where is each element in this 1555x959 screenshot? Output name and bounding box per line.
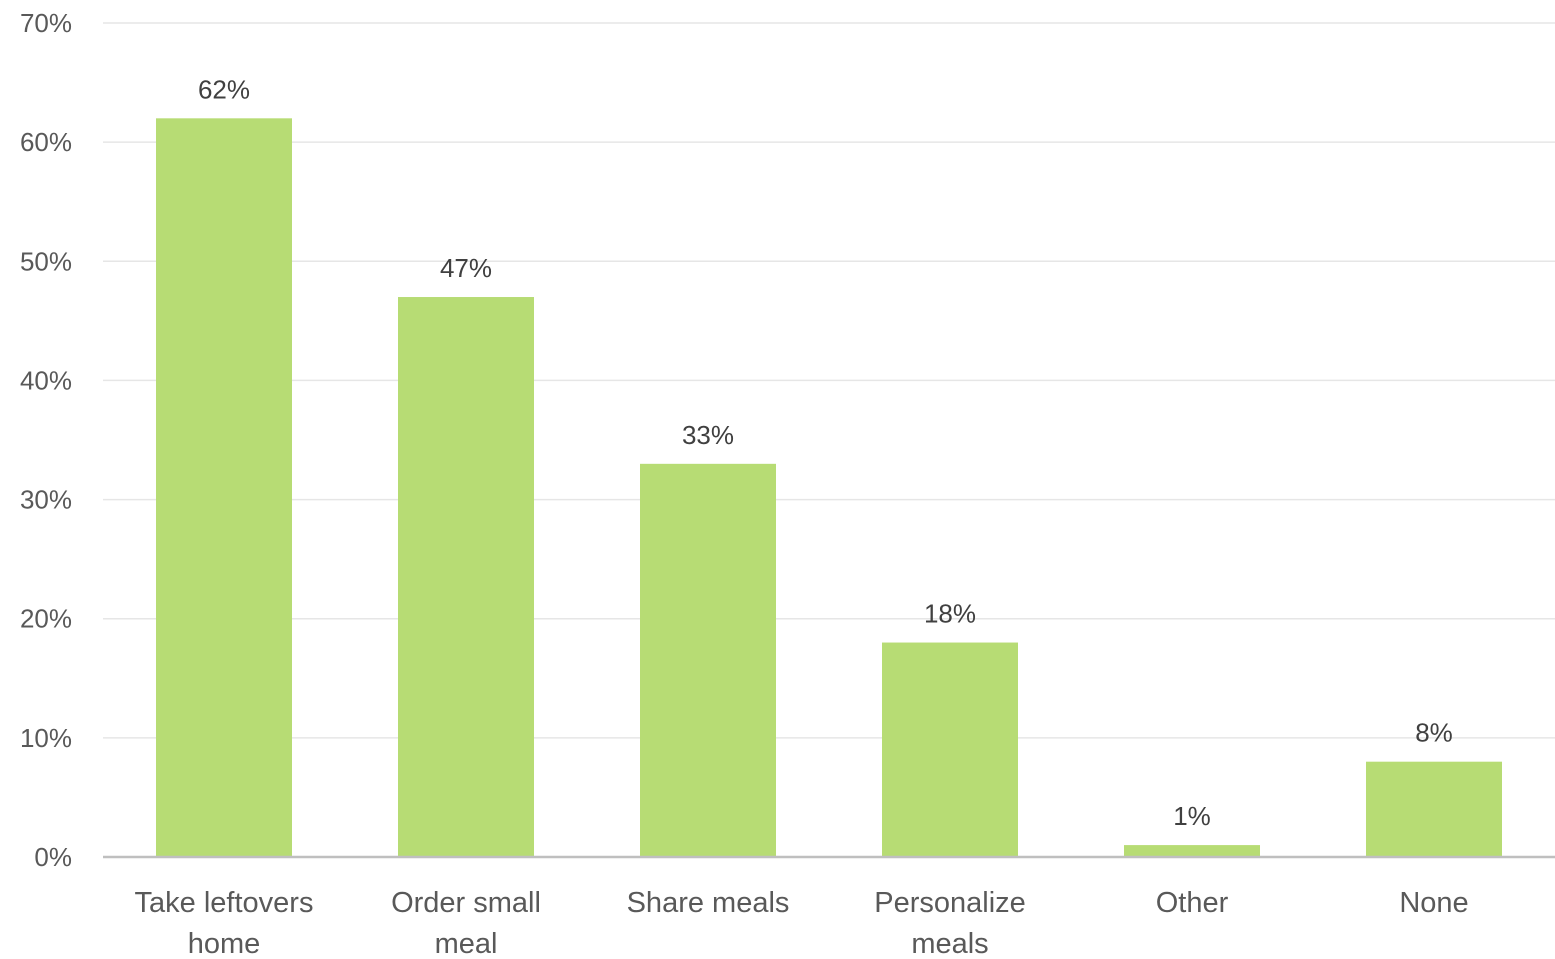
data-label: 18% xyxy=(924,599,976,629)
bar xyxy=(156,118,292,858)
x-category-label: Personalize xyxy=(874,887,1026,919)
y-tick-label: 20% xyxy=(20,604,72,634)
data-label: 62% xyxy=(198,74,250,104)
y-tick-label: 0% xyxy=(34,842,72,872)
y-tick-label: 30% xyxy=(20,485,72,515)
x-category-label: Take leftovers xyxy=(135,887,314,919)
data-label: 47% xyxy=(440,253,492,283)
y-tick-label: 70% xyxy=(20,8,72,38)
data-label: 8% xyxy=(1415,718,1453,748)
x-category-label: home xyxy=(188,928,261,959)
x-category-label: Other xyxy=(1156,887,1229,919)
y-tick-label: 50% xyxy=(20,246,72,276)
data-labels: 62% 47% 33% 18% 1% 8% xyxy=(198,74,1453,831)
y-tick-label: 10% xyxy=(20,723,72,753)
data-label: 33% xyxy=(682,420,734,450)
y-tick-label: 40% xyxy=(20,365,72,395)
x-category-label: meals xyxy=(911,928,988,959)
x-category-label: Share meals xyxy=(627,887,790,919)
bar xyxy=(1124,845,1260,857)
y-tick-label: 60% xyxy=(20,127,72,157)
x-axis-category-labels: Take leftovers home Order small meal Share m… xyxy=(135,887,1469,959)
x-category-label: Order small xyxy=(391,887,541,919)
x-category-label: None xyxy=(1399,887,1468,919)
bar xyxy=(398,297,534,857)
bar xyxy=(1366,761,1502,857)
x-category-label: meal xyxy=(435,928,498,959)
gridlines xyxy=(103,22,1555,739)
y-axis-tick-labels: 0% 10% 20% 30% 40% 50% 60% 70% xyxy=(20,8,72,872)
bar xyxy=(882,642,1018,857)
bar xyxy=(640,463,776,857)
data-label: 1% xyxy=(1173,801,1211,831)
bars xyxy=(156,118,1502,858)
